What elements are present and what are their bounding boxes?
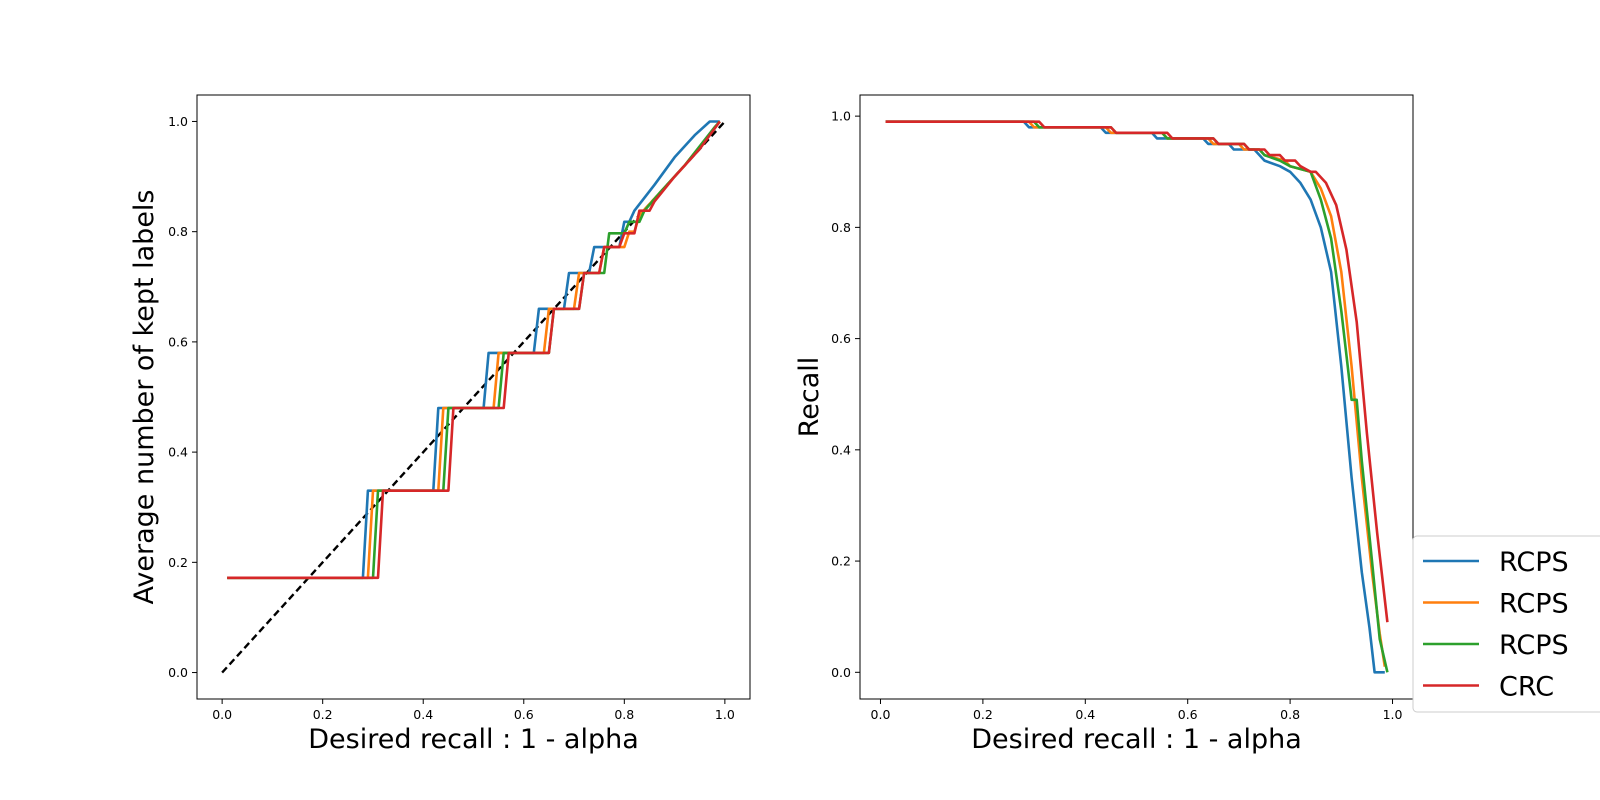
x-tick-label: 0.4 bbox=[1075, 707, 1095, 722]
x-tick-label: 0.2 bbox=[313, 707, 333, 722]
x-tick-label: 0.2 bbox=[973, 707, 993, 722]
y-tick-label: 0.6 bbox=[831, 331, 851, 346]
y-tick-label: 0.6 bbox=[168, 334, 188, 349]
x-axis-label: Desired recall : 1 - alpha bbox=[971, 724, 1302, 755]
y-tick-label: 0.0 bbox=[168, 665, 188, 680]
legend-frame bbox=[1412, 535, 1600, 713]
x-tick-label: 0.8 bbox=[1280, 707, 1300, 722]
y-tick-label: 0.2 bbox=[831, 554, 851, 569]
legend-label-3: RCPS bbox=[1499, 630, 1569, 661]
x-tick-label: 0.0 bbox=[212, 707, 232, 722]
series-line-4 bbox=[885, 120, 1389, 623]
y-tick-label: 0.4 bbox=[831, 442, 851, 457]
x-tick-label: 1.0 bbox=[1383, 707, 1403, 722]
series-line-4 bbox=[227, 120, 721, 580]
axes-frame bbox=[859, 94, 1414, 700]
y-axis-label: Average number of kept labels bbox=[129, 190, 160, 605]
x-tick-label: 0.8 bbox=[614, 707, 634, 722]
legend-label-2: RCPS bbox=[1499, 589, 1569, 620]
legend-label-1: RCPS bbox=[1499, 547, 1569, 578]
legend: RCPS RCPS RCPS CRC bbox=[1412, 535, 1600, 713]
legend-label-4: CRC bbox=[1499, 672, 1554, 703]
y-tick-label: 1.0 bbox=[168, 114, 188, 129]
y-tick-label: 0.0 bbox=[831, 665, 851, 680]
x-tick-label: 0.4 bbox=[413, 707, 433, 722]
y-tick-label: 0.2 bbox=[168, 555, 188, 570]
y-tick-label: 0.4 bbox=[168, 445, 188, 460]
y-tick-label: 0.8 bbox=[168, 224, 188, 239]
x-axis-label: Desired recall : 1 - alpha bbox=[308, 724, 639, 755]
y-tick-label: 1.0 bbox=[831, 109, 851, 124]
axes-frame bbox=[196, 94, 751, 700]
x-tick-label: 0.6 bbox=[1178, 707, 1198, 722]
x-tick-label: 1.0 bbox=[715, 707, 735, 722]
x-tick-label: 0.6 bbox=[514, 707, 534, 722]
right-chart-recall: 0.0 0.2 0.4 0.6 0.8 1.0 0.0 0.2 0.4 0.6 0.8 1.0 Desi… bbox=[794, 94, 1414, 755]
left-chart-kept-labels: 0.0 0.2 0.4 0.6 0.8 1.0 0.0 0.2 0.4 0.6 0.8 1.0 Desi… bbox=[129, 94, 751, 755]
x-tick-label: 0.0 bbox=[871, 707, 891, 722]
y-tick-label: 0.8 bbox=[831, 220, 851, 235]
y-axis-label: Recall bbox=[794, 357, 825, 438]
